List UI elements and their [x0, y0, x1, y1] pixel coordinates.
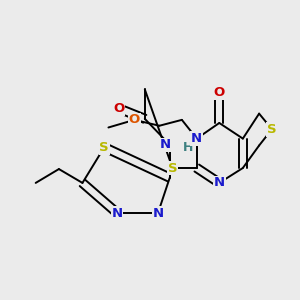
Text: O: O	[129, 113, 140, 126]
Text: S: S	[100, 141, 109, 154]
Text: N: N	[112, 206, 123, 220]
Text: S: S	[267, 123, 277, 136]
Text: N: N	[160, 138, 171, 151]
Text: O: O	[113, 102, 124, 115]
Text: N: N	[214, 176, 225, 189]
Text: N: N	[191, 132, 202, 145]
Text: O: O	[214, 86, 225, 99]
Text: H: H	[183, 141, 193, 154]
Text: S: S	[168, 161, 177, 175]
Text: N: N	[152, 206, 164, 220]
